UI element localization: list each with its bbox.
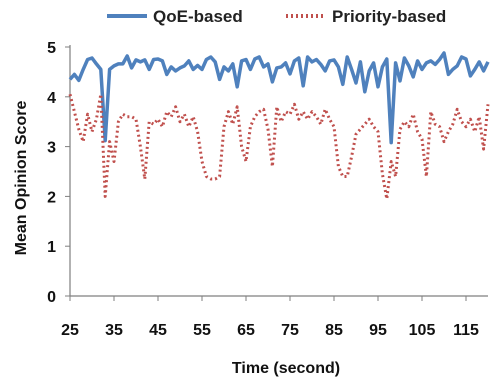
legend: QoE-based Priority-based: [107, 7, 446, 26]
series-layer: [68, 51, 490, 201]
series-line-priority-based: [68, 92, 490, 201]
y-tick-label: 1: [47, 239, 56, 256]
x-tick-label: 85: [325, 322, 343, 339]
x-tick-label: 75: [281, 322, 299, 339]
series-line-qoe-based: [68, 51, 490, 145]
y-tick-label: 2: [47, 189, 56, 206]
x-tick-label: 55: [193, 322, 211, 339]
y-tick-label: 0: [47, 289, 56, 306]
y-tick-label: 5: [47, 40, 56, 57]
y-tick-label: 4: [47, 90, 56, 107]
x-tick-label: 35: [105, 322, 123, 339]
y-tick-label: 3: [47, 140, 56, 157]
x-axis-title: Time (second): [232, 360, 340, 377]
x-tick-label: 65: [237, 322, 255, 339]
axes: [69, 45, 488, 297]
x-tick-label: 25: [61, 322, 79, 339]
x-tick-label: 115: [453, 322, 479, 339]
x-tick-label: 95: [369, 322, 387, 339]
x-tick-label: 105: [409, 322, 436, 339]
x-tick-label: 45: [149, 322, 167, 339]
legend-label-priority-based: Priority-based: [332, 7, 446, 26]
y-axis-title: Mean Opinion Score: [13, 101, 30, 256]
legend-label-qoe-based: QoE-based: [153, 7, 243, 26]
